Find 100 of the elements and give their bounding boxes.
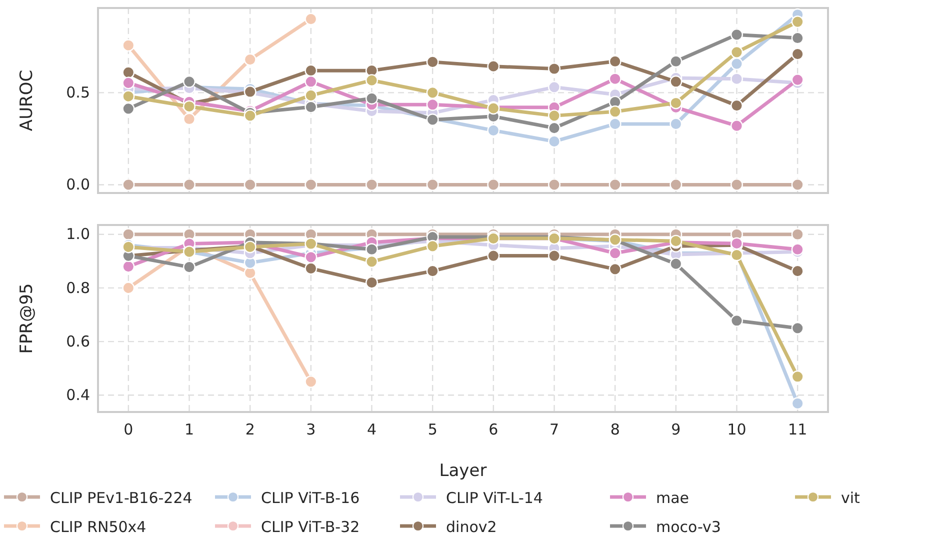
point [366,276,378,289]
y-tick-label: 0.6 [66,332,90,350]
x-tick-label: 9 [671,420,681,439]
point [730,28,743,41]
point [122,178,135,191]
point [304,89,318,102]
point [730,314,743,327]
point [730,120,743,132]
point [183,100,196,113]
point [730,99,743,112]
point [487,178,500,191]
point [548,178,560,191]
point [304,250,318,264]
point [791,74,804,86]
point [791,264,804,278]
x-axis-title: Layer [439,461,487,481]
point [730,58,743,70]
legend-label: CLIP ViT-B-16 [261,489,360,507]
x-tick-label: 3 [306,420,316,439]
point [244,109,256,122]
x-tick-label: 2 [245,420,255,439]
point [791,397,804,410]
y-tick-label: 0.4 [66,386,90,404]
point [183,75,196,88]
legend-label: mae [656,489,690,507]
point [366,92,378,105]
point [366,255,378,268]
point [122,228,135,241]
x-tick-label: 8 [610,420,620,439]
legend-label: CLIP ViT-B-32 [261,518,360,536]
point [366,74,378,87]
point [791,178,804,191]
point [426,98,439,111]
point [304,375,318,388]
point [304,75,318,88]
point [608,118,622,130]
point [670,75,682,88]
point [670,178,682,191]
point [244,53,256,66]
point [791,16,804,28]
point [548,80,560,94]
y-axis-title: FPR@95 [17,283,37,354]
point [608,262,622,276]
point [730,72,743,86]
y-tick-label: 0.0 [66,176,90,194]
point [487,124,500,137]
point [548,109,560,122]
point [548,122,560,134]
point [608,55,622,68]
point [487,250,500,262]
point [304,100,318,114]
point [608,105,622,118]
point [304,178,318,191]
x-tick-label: 4 [366,420,377,439]
x-tick-label: 10 [727,420,746,439]
point [730,178,743,191]
point [487,60,500,73]
point [122,39,135,52]
point [426,56,439,68]
point [608,246,622,260]
point [670,96,682,110]
point [791,228,804,241]
point [304,12,318,26]
point [670,258,682,270]
x-tick-label: 7 [549,420,560,439]
point [122,90,135,103]
point [791,370,804,383]
y-axis-title: AUROC [17,70,37,132]
point [730,46,743,58]
point [122,76,135,90]
point [426,86,439,99]
point [122,282,135,294]
point [548,135,560,148]
x-tick-label: 6 [488,420,498,439]
point [183,260,196,274]
point [791,322,804,334]
legend-label: dinov2 [446,518,497,536]
point [608,178,622,191]
point [670,55,682,68]
point [608,72,622,86]
point [791,243,804,256]
x-tick-label: 1 [184,420,194,439]
point [548,62,560,75]
point [304,262,318,275]
x-tick-label: 5 [428,420,438,439]
y-tick-label: 0.8 [66,278,90,297]
point [244,178,256,191]
point [366,178,378,191]
legend-label: vit [841,489,860,507]
point [426,264,439,278]
y-tick-label: 1.0 [66,225,90,244]
point [183,112,196,126]
point [791,32,804,44]
point [426,178,439,191]
legend-label: moco-v3 [656,518,721,536]
x-tick-label: 0 [124,420,134,439]
point [122,260,135,273]
point [183,178,196,191]
legend-label: CLIP PEv1-B16-224 [50,489,192,507]
x-tick-label: 11 [788,420,808,439]
